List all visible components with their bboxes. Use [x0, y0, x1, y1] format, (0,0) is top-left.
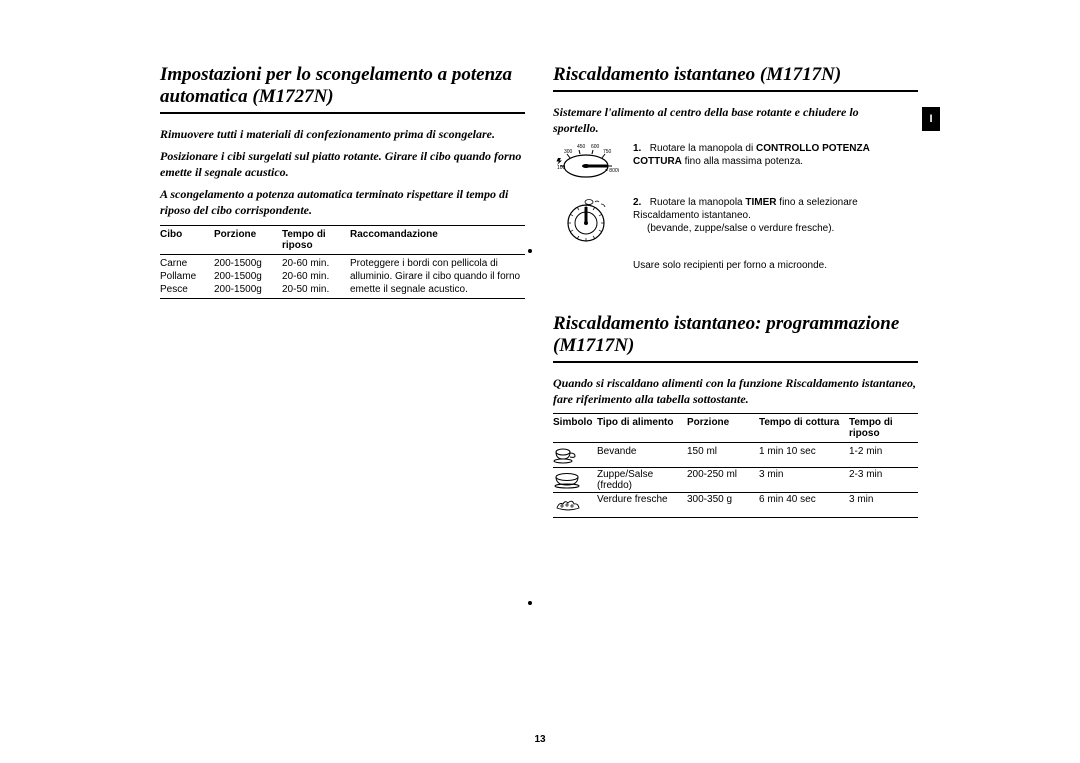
vegetables-icon [553, 493, 597, 518]
table-row: Pesce 200-1500g 20-50 min. emette il seg… [160, 283, 525, 299]
microwave-note: Usare solo recipienti per forno a microo… [633, 260, 918, 271]
margin-bullet [528, 601, 532, 605]
left-intro-1: Rimuovere tutti i materiali di confezion… [160, 126, 525, 142]
left-section-title: Impostazioni per lo scongelamento a pote… [160, 64, 525, 114]
power-dial-icon: 100 300 450 600 750 = 800W [553, 142, 619, 182]
th-racc: Raccomandazione [350, 225, 525, 254]
th-simbolo: Simbolo [553, 414, 597, 443]
table-row: Bevande 150 ml 1 min 10 sec 1-2 min [553, 443, 918, 468]
reheat-table: Simbolo Tipo di alimento Porzione Tempo … [553, 413, 918, 518]
step-2-num: 2. [633, 196, 647, 209]
step-2: 2. Ruotare la manopola TIMER fino a sele… [553, 196, 918, 246]
svg-text:450: 450 [577, 144, 586, 150]
step-1: 100 300 450 600 750 = 800W 1. Ruotare la… [553, 142, 918, 182]
right-a-intro: Sistemare l'alimento al centro della bas… [553, 104, 873, 136]
svg-text:600: 600 [591, 144, 600, 150]
side-tab: I [922, 107, 940, 131]
cup-icon [553, 443, 597, 468]
table-row: Zuppe/Salse (freddo) 200-250 ml 3 min 2-… [553, 468, 918, 493]
step-2-text: 2. Ruotare la manopola TIMER fino a sele… [633, 196, 918, 246]
right-a-title: Riscaldamento istantaneo (M1717N) [553, 64, 918, 92]
step-1-text: 1. Ruotare la manopola di CONTROLLO POTE… [633, 142, 918, 182]
left-column: Impostazioni per lo scongelamento a pote… [160, 64, 525, 518]
table-header-row: Simbolo Tipo di alimento Porzione Tempo … [553, 414, 918, 443]
table-row: Pollame 200-1500g 20-60 min. alluminio. … [160, 270, 525, 283]
left-intro-3: A scongelamento a potenza automatica ter… [160, 186, 525, 218]
right-b-intro: Quando si riscaldano alimenti con la fun… [553, 375, 918, 407]
page-number: 13 [0, 734, 1080, 745]
th-riposo: Tempo di riposo [282, 225, 350, 254]
bowl-icon [553, 468, 597, 493]
page: Impostazioni per lo scongelamento a pote… [0, 0, 1080, 538]
th-riposo: Tempo di riposo [849, 414, 918, 443]
table-row: Verdure fresche 300-350 g 6 min 40 sec 3… [553, 493, 918, 518]
th-porzione: Porzione [214, 225, 282, 254]
table-row: Carne 200-1500g 20-60 min. Proteggere i … [160, 254, 525, 270]
th-cottura: Tempo di cottura [759, 414, 849, 443]
th-porzione: Porzione [687, 414, 759, 443]
svg-text:300: 300 [564, 149, 573, 155]
svg-text:= 800W: = 800W [605, 168, 619, 174]
right-column: Riscaldamento istantaneo (M1717N) Sistem… [553, 64, 918, 518]
timer-dial-icon [553, 196, 619, 246]
svg-text:100: 100 [557, 165, 566, 171]
svg-text:750: 750 [603, 149, 612, 155]
defrost-table: Cibo Porzione Tempo di riposo Raccomanda… [160, 225, 525, 299]
left-intro-2: Posizionare i cibi surgelati sul piatto … [160, 148, 525, 180]
margin-bullet [528, 249, 532, 253]
table-header-row: Cibo Porzione Tempo di riposo Raccomanda… [160, 225, 525, 254]
right-b-title: Riscaldamento istantaneo: programmazione… [553, 313, 918, 363]
th-tipo: Tipo di alimento [597, 414, 687, 443]
th-cibo: Cibo [160, 225, 214, 254]
step-1-num: 1. [633, 142, 647, 155]
